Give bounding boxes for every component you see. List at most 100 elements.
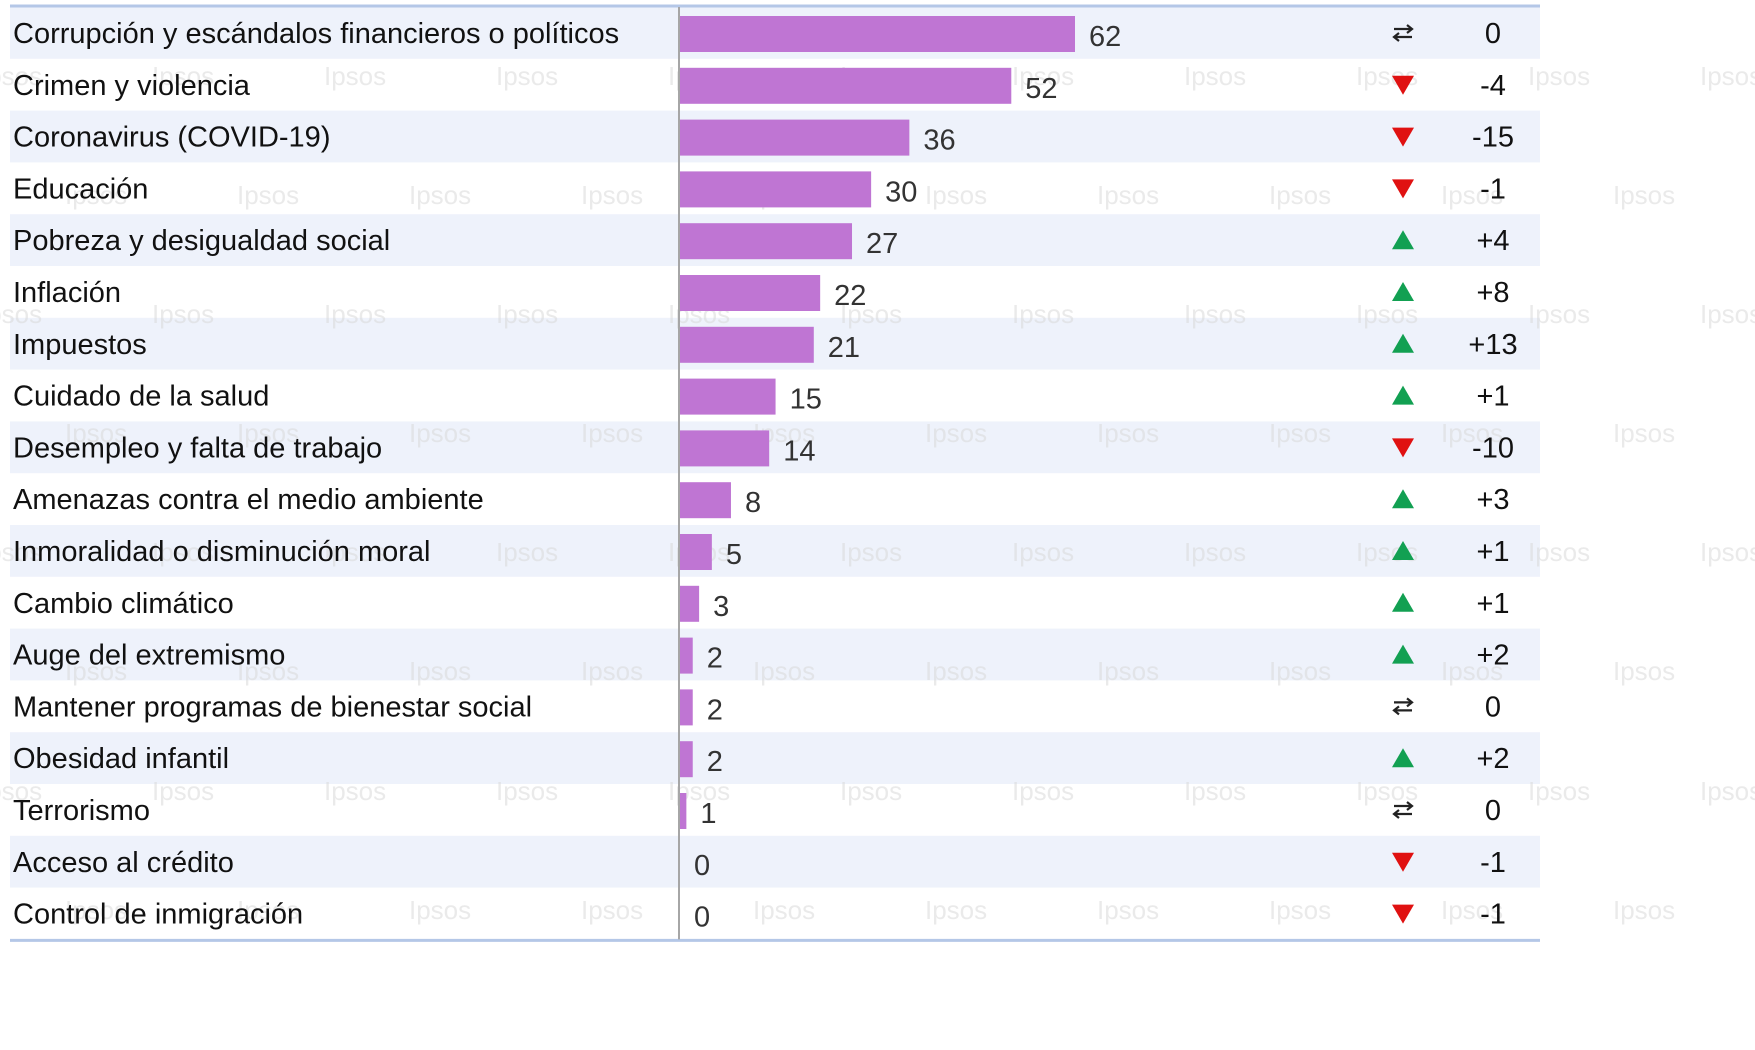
category-label: Cambio climático <box>13 588 234 620</box>
watermark-text: Ipsos <box>581 656 643 686</box>
row-band <box>10 835 1540 888</box>
watermark-text: Ipsos <box>1528 299 1590 329</box>
change-label: -15 <box>1472 122 1514 154</box>
chart-row: Desempleo y falta de trabajo 14 -10 <box>13 430 1514 467</box>
chart-row: Pobreza y desigualdad social 27 +4 <box>13 223 1510 260</box>
watermark-text: Ipsos <box>152 61 214 91</box>
chart-row: Control de inmigración 0 -1 <box>13 899 1506 934</box>
bar <box>680 585 700 622</box>
watermark-text: Ipsos <box>65 180 127 210</box>
row-bands <box>10 7 1540 888</box>
value-label: 5 <box>726 539 742 571</box>
row-band <box>10 421 1540 474</box>
watermark-text: Ipsos <box>1012 61 1074 91</box>
chart-row: Cuidado de la salud 15 +1 <box>13 378 1510 416</box>
category-label: Auge del extremismo <box>13 640 285 672</box>
watermark-text: Ipsos <box>1184 299 1246 329</box>
trend-up-icon <box>1392 282 1414 301</box>
chart-row: Inmoralidad o disminución moral 5 +1 <box>13 534 1510 571</box>
category-label: Educación <box>13 173 148 205</box>
watermark-text: Ipsos <box>324 299 386 329</box>
category-label: Control de inmigración <box>13 899 303 931</box>
watermark-text: Ipsos <box>237 418 299 448</box>
watermark-text: Ipsos <box>1528 776 1590 806</box>
chart-rows: Corrupción y escándalos financieros o po… <box>13 16 1518 934</box>
chart-row: Corrupción y escándalos financieros o po… <box>13 16 1501 53</box>
watermark-text: Ipsos <box>237 656 299 686</box>
bar <box>680 171 872 208</box>
bar <box>680 430 770 467</box>
trend-same-icon <box>1392 697 1414 716</box>
watermark-text: Ipsos <box>1356 299 1418 329</box>
category-label: Obesidad infantil <box>13 743 229 775</box>
trend-down-icon <box>1392 904 1414 924</box>
watermark-text: Ipsos <box>753 656 815 686</box>
watermark-text: Ipsos <box>496 776 558 806</box>
watermark-text: Ipsos <box>1356 776 1418 806</box>
value-label: 0 <box>694 850 710 882</box>
watermark-text: Ipsos <box>152 537 214 567</box>
watermark-text: Ipsos <box>65 895 127 925</box>
trend-up-icon <box>1392 541 1414 560</box>
change-label: +1 <box>1476 588 1509 620</box>
watermark-text: Ipsos <box>152 776 214 806</box>
watermark-text: Ipsos <box>925 656 987 686</box>
value-label: 14 <box>783 435 815 467</box>
watermark-text: Ipsos <box>0 299 42 329</box>
chart-row: Cambio climático 3 +1 <box>13 585 1510 623</box>
watermark-text: Ipsos <box>1012 537 1074 567</box>
watermark-text: Ipsos <box>1700 776 1755 806</box>
chart-row: Inflación 22 +8 <box>13 275 1510 312</box>
watermark-text: Ipsos <box>925 418 987 448</box>
category-label: Inflación <box>13 277 121 309</box>
trend-up-icon <box>1392 333 1414 353</box>
value-label: 1 <box>700 798 716 830</box>
category-label: Terrorismo <box>13 795 150 827</box>
category-label: Desempleo y falta de trabajo <box>13 432 382 464</box>
chart-row: Terrorismo 1 0 <box>13 793 1501 830</box>
change-label: +1 <box>1476 381 1509 413</box>
bar <box>680 326 814 363</box>
trend-down-icon <box>1392 852 1414 872</box>
bar <box>680 16 1075 52</box>
category-label: Mantener programas de bienestar social <box>13 691 532 723</box>
watermark-text: Ipsos <box>668 776 730 806</box>
chart-frame <box>10 4 1540 942</box>
category-label: Amenazas contra el medio ambiente <box>13 484 484 516</box>
watermark-text: Ipsos <box>409 180 471 210</box>
change-label: -10 <box>1472 432 1514 464</box>
category-label: Corrupción y escándalos financieros o po… <box>13 18 619 50</box>
bar <box>680 67 1012 104</box>
watermark-text: Ipsos <box>409 418 471 448</box>
watermark-text: Ipsos <box>1613 656 1675 686</box>
value-label: 27 <box>866 228 898 260</box>
change-label: +1 <box>1476 536 1509 568</box>
trend-up-icon <box>1392 644 1414 664</box>
chart-row: Amenazas contra el medio ambiente 8 +3 <box>13 482 1510 519</box>
watermark-text: Ipsos <box>1269 656 1331 686</box>
bar <box>680 378 776 415</box>
watermark-text: Ipsos <box>152 299 214 329</box>
change-label: +2 <box>1476 743 1509 775</box>
watermark-text: Ipsos <box>1269 895 1331 925</box>
change-label: -1 <box>1480 847 1506 879</box>
chart-row: Impuestos 21 +13 <box>13 326 1518 364</box>
change-label: +2 <box>1476 640 1509 672</box>
watermark-text: Ipsos <box>409 656 471 686</box>
change-label: -1 <box>1480 899 1506 931</box>
value-label: 15 <box>790 384 822 416</box>
watermark-text: Ipsos <box>925 895 987 925</box>
trend-up-icon <box>1392 748 1414 768</box>
value-label: 22 <box>834 280 866 312</box>
watermark-text: Ipsos <box>1613 895 1675 925</box>
chart-row: Obesidad infantil 2 +2 <box>13 741 1510 778</box>
change-label: 0 <box>1485 18 1501 50</box>
chart-row: Mantener programas de bienestar social 2 0 <box>13 689 1501 726</box>
value-label: 21 <box>828 332 860 364</box>
watermark-text: Ipsos <box>1012 299 1074 329</box>
watermark-text: Ipsos <box>840 537 902 567</box>
watermark-text: Ipsos <box>0 537 42 567</box>
change-label: +3 <box>1476 484 1509 516</box>
watermark-text: Ipsos <box>1097 656 1159 686</box>
category-label: Pobreza y desigualdad social <box>13 225 390 257</box>
